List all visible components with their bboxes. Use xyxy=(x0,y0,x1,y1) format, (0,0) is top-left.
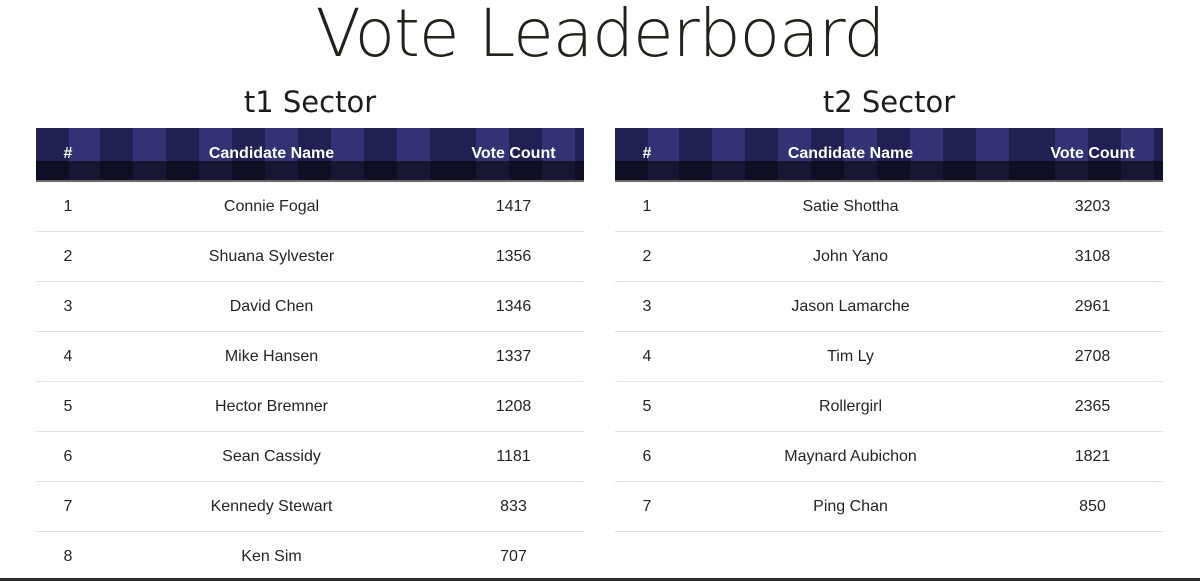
rank-cell: 5 xyxy=(36,381,100,432)
table-row: 7 Kennedy Stewart 833 xyxy=(36,481,584,532)
column-header-name: Candidate Name xyxy=(679,128,1022,182)
vote-count-cell: 1181 xyxy=(443,431,584,482)
table-row: 6 Maynard Aubichon 1821 xyxy=(615,431,1163,482)
candidate-name-cell: Ping Chan xyxy=(679,481,1022,532)
rank-cell: 6 xyxy=(36,431,100,482)
bottom-divider xyxy=(0,578,1200,581)
candidate-name-cell: Kennedy Stewart xyxy=(100,481,443,532)
table-row: 4 Tim Ly 2708 xyxy=(615,331,1163,382)
rank-cell: 4 xyxy=(615,331,679,382)
rank-cell: 7 xyxy=(36,481,100,532)
candidate-name-cell: Hector Bremner xyxy=(100,381,443,432)
vote-count-cell: 1356 xyxy=(443,231,584,282)
vote-count-cell: 1417 xyxy=(443,181,584,232)
table-row: 1 Satie Shottha 3203 xyxy=(615,181,1163,232)
table-row: 8 Ken Sim 707 xyxy=(36,532,584,581)
rank-cell: 3 xyxy=(36,281,100,332)
candidate-name-cell: John Yano xyxy=(679,231,1022,282)
vote-count-cell: 1337 xyxy=(443,331,584,382)
rank-cell: 5 xyxy=(615,381,679,432)
table-row: 4 Mike Hansen 1337 xyxy=(36,331,584,382)
candidate-name-cell: David Chen xyxy=(100,281,443,332)
table-header-row: # Candidate Name Vote Count xyxy=(36,128,584,182)
rank-cell: 2 xyxy=(36,231,100,282)
candidate-name-cell: Maynard Aubichon xyxy=(679,431,1022,482)
rank-cell: 7 xyxy=(615,481,679,532)
table-row: 2 John Yano 3108 xyxy=(615,231,1163,282)
table-row: 2 Shuana Sylvester 1356 xyxy=(36,231,584,282)
table-row: 3 David Chen 1346 xyxy=(36,281,584,332)
rank-cell: 1 xyxy=(615,181,679,232)
column-header-votes: Vote Count xyxy=(443,128,584,182)
candidate-name-cell: Connie Fogal xyxy=(100,181,443,232)
leaderboard-table: # Candidate Name Vote Count 1 Connie Fog… xyxy=(36,128,584,581)
candidate-name-cell: Mike Hansen xyxy=(100,331,443,382)
table-row: 1 Connie Fogal 1417 xyxy=(36,181,584,232)
candidate-name-cell: Tim Ly xyxy=(679,331,1022,382)
rank-cell: 4 xyxy=(36,331,100,382)
vote-count-cell: 2365 xyxy=(1022,381,1163,432)
table-row: 3 Jason Lamarche 2961 xyxy=(615,281,1163,332)
vote-count-cell: 2708 xyxy=(1022,331,1163,382)
sector-title: t2 Sector xyxy=(822,85,956,119)
rank-cell: 1 xyxy=(36,181,100,232)
column-header-rank: # xyxy=(615,128,679,182)
table-row: 7 Ping Chan 850 xyxy=(615,481,1163,532)
rank-cell: 8 xyxy=(63,547,73,565)
column-header-rank: # xyxy=(36,128,100,182)
vote-count-cell: 3203 xyxy=(1022,181,1163,232)
rank-cell: 3 xyxy=(615,281,679,332)
table-header-row: # Candidate Name Vote Count xyxy=(615,128,1163,182)
rank-cell: 6 xyxy=(615,431,679,482)
sector-title: t1 Sector xyxy=(243,85,377,119)
leaderboard-table: # Candidate Name Vote Count 1 Satie Shot… xyxy=(615,128,1163,532)
candidate-name-cell: Sean Cassidy xyxy=(100,431,443,482)
vote-count-cell: 1346 xyxy=(443,281,584,332)
candidate-name-cell: Jason Lamarche xyxy=(679,281,1022,332)
table-row: 5 Rollergirl 2365 xyxy=(615,381,1163,432)
candidate-name-cell: Satie Shottha xyxy=(679,181,1022,232)
vote-count-cell: 850 xyxy=(1022,481,1163,532)
vote-count-cell: 1208 xyxy=(443,381,584,432)
column-header-name: Candidate Name xyxy=(100,128,443,182)
page-title: Vote Leaderboard xyxy=(315,0,886,72)
sector-panel-t1: t1 Sector # Candidate Name Vote Count 1 … xyxy=(36,84,584,581)
vote-count-cell: 707 xyxy=(500,547,527,565)
sector-panel-t2: t2 Sector # Candidate Name Vote Count 1 … xyxy=(615,84,1163,532)
candidate-name-cell: Shuana Sylvester xyxy=(100,231,443,282)
rank-cell: 2 xyxy=(615,231,679,282)
column-header-votes: Vote Count xyxy=(1022,128,1163,182)
vote-count-cell: 1821 xyxy=(1022,431,1163,482)
candidate-name-cell: Rollergirl xyxy=(679,381,1022,432)
table-row: 6 Sean Cassidy 1181 xyxy=(36,431,584,482)
vote-count-cell: 3108 xyxy=(1022,231,1163,282)
vote-count-cell: 2961 xyxy=(1022,281,1163,332)
vote-count-cell: 833 xyxy=(443,481,584,532)
table-row: 5 Hector Bremner 1208 xyxy=(36,381,584,432)
candidate-name-cell: Ken Sim xyxy=(241,547,302,565)
